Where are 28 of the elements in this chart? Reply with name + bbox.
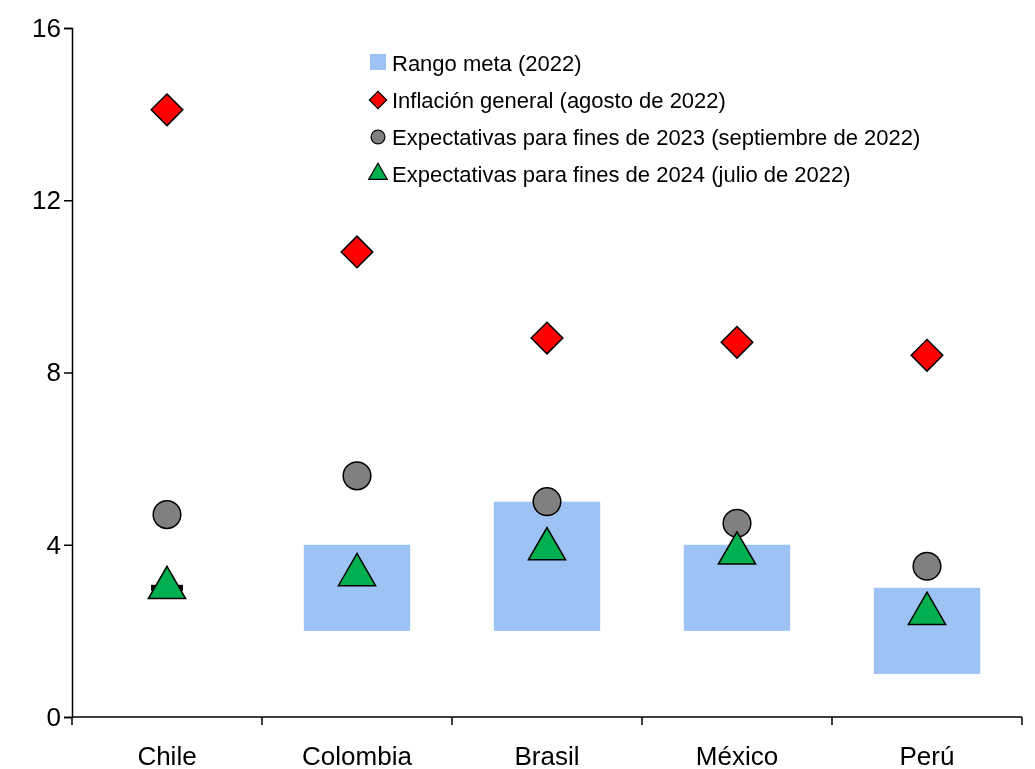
legend-label: Rango meta (2022) <box>392 51 582 76</box>
point <box>532 487 562 517</box>
bar <box>873 587 981 674</box>
legend-label: Expectativas para fines de 2024 (julio de 2022) <box>392 162 851 187</box>
y-tick-label: 4 <box>46 529 61 560</box>
y-tick-label: 0 <box>46 701 61 732</box>
point <box>720 325 754 359</box>
x-tick-label: Colombia <box>302 741 413 769</box>
x-tick-label: Perú <box>899 741 955 769</box>
x-tick-label: Chile <box>137 741 197 769</box>
bar <box>683 544 791 631</box>
point <box>340 235 374 269</box>
y-tick-label: 12 <box>32 185 61 216</box>
y-tick-label: 8 <box>46 357 61 388</box>
point <box>530 321 564 355</box>
legend-label: Inflación general (agosto de 2022) <box>392 88 726 113</box>
point <box>910 338 944 372</box>
x-tick-label: Brasil <box>514 741 580 769</box>
legend-label: Expectativas para fines de 2023 (septiembre de 2022) <box>392 125 921 150</box>
point <box>912 551 942 581</box>
point <box>150 93 184 127</box>
point <box>722 508 752 538</box>
y-tick-label: 16 <box>32 12 61 43</box>
point <box>342 461 372 491</box>
x-tick-label: México <box>695 741 779 769</box>
point <box>152 500 182 530</box>
bar <box>303 544 411 631</box>
bar <box>493 501 601 631</box>
